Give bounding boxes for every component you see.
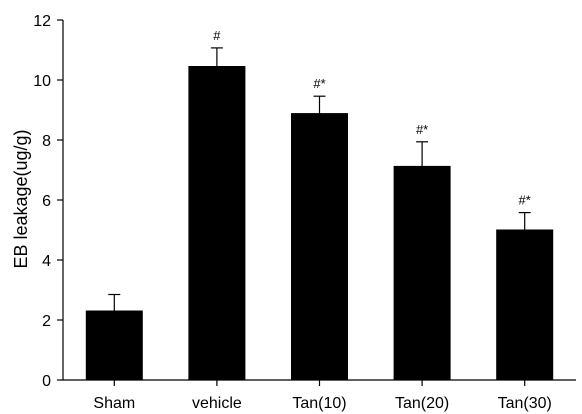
- x-tick-label: Sham: [93, 395, 135, 412]
- y-tick-label: 2: [42, 313, 51, 330]
- y-tick-label: 8: [42, 133, 51, 150]
- bar-tan-20: [393, 165, 451, 381]
- significance-label: #*: [416, 122, 428, 137]
- y-tick-label: 4: [42, 253, 51, 270]
- x-tick-label: Tan(30): [498, 395, 552, 412]
- significance-label: #*: [519, 193, 531, 208]
- y-axis-title: EB leakage(ug/g): [11, 129, 31, 268]
- bar-tan-30: [496, 229, 554, 381]
- y-tick-label: 0: [42, 373, 51, 390]
- plot-area: 0 2 4 6 8 10 12 Sham # vehicle #* Tan(10) #* Tan(20) #…: [33, 13, 576, 412]
- bar-vehicle: [188, 66, 246, 381]
- y-tick-label: 6: [42, 193, 51, 210]
- significance-label: #: [213, 28, 221, 43]
- bar-sham: [85, 310, 143, 381]
- x-tick-label: Tan(10): [292, 395, 346, 412]
- bar-tan-10: [291, 113, 348, 381]
- x-tick-label: Tan(20): [395, 395, 449, 412]
- significance-label: #*: [313, 76, 325, 91]
- y-tick-label: 10: [33, 73, 51, 90]
- y-tick-label: 12: [33, 13, 51, 30]
- x-tick-label: vehicle: [192, 395, 242, 412]
